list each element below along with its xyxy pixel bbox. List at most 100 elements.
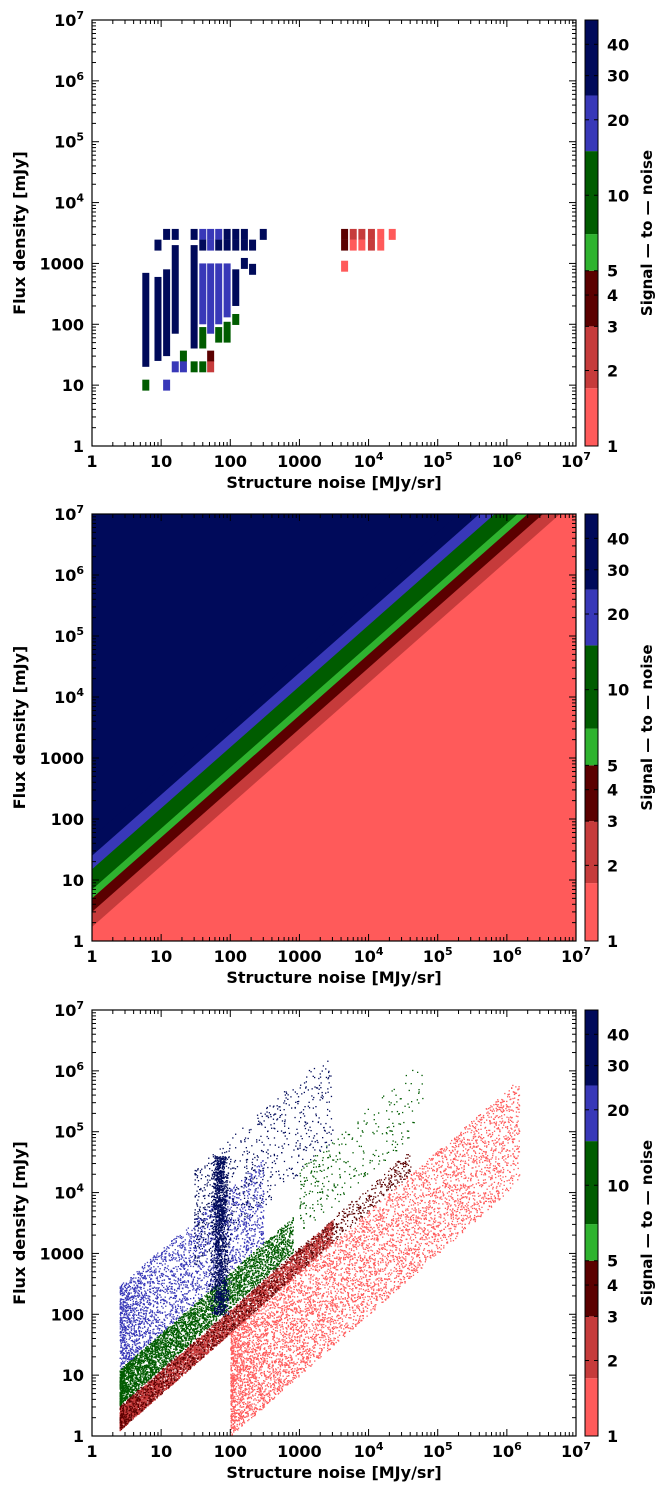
- data-point: [208, 1336, 210, 1338]
- data-point: [277, 1289, 279, 1291]
- data-point: [203, 1343, 206, 1345]
- colorbar-band: [585, 728, 598, 766]
- data-point: [196, 1347, 198, 1349]
- data-point: [231, 1321, 233, 1323]
- y-tick-label: 105: [54, 131, 84, 152]
- data-point: [199, 1354, 201, 1356]
- data-point: [267, 1294, 269, 1296]
- data-point: [282, 1278, 284, 1280]
- colorbar-tick-label: 1: [607, 932, 618, 951]
- data-point: [171, 1381, 173, 1383]
- data-point: [263, 1297, 265, 1300]
- data-point: [330, 1238, 332, 1240]
- data-point: [272, 1283, 275, 1285]
- data-point: [310, 1248, 312, 1250]
- data-point: [315, 1248, 317, 1250]
- data-point: [300, 1265, 302, 1268]
- data-point: [144, 1385, 146, 1387]
- data-point: [200, 1351, 202, 1353]
- colorbar-band: [585, 270, 598, 327]
- data-point: [180, 1359, 182, 1362]
- data-point: [169, 1383, 172, 1385]
- data-point: [296, 1271, 298, 1273]
- data-point: [297, 1255, 299, 1257]
- data-point: [211, 1337, 213, 1339]
- data-point: [210, 1336, 212, 1338]
- data-point: [273, 1292, 275, 1295]
- data-point: [237, 1316, 239, 1319]
- data-point: [280, 1284, 282, 1286]
- data-point: [291, 1277, 294, 1279]
- data-point: [236, 1319, 238, 1321]
- data-point: [250, 1295, 252, 1297]
- data-point: [226, 1319, 229, 1321]
- chart-panel-bottom: 1 10 100 1000 104 105 106 107110100100010410510…: [10, 999, 656, 1482]
- data-point: [162, 1385, 164, 1387]
- data-point: [229, 1323, 231, 1325]
- colorbar-band: [585, 20, 598, 96]
- data-point: [267, 1297, 269, 1299]
- data-point: [278, 1270, 280, 1272]
- data-point: [150, 1392, 152, 1394]
- data-point: [214, 1336, 216, 1338]
- data-point: [147, 1395, 149, 1397]
- data-point: [286, 1262, 288, 1264]
- data-point: [312, 1258, 314, 1260]
- data-point: [142, 1387, 144, 1390]
- data-point: [244, 1302, 247, 1304]
- data-point: [252, 1302, 254, 1304]
- data-point: [190, 1364, 192, 1366]
- data-point: [293, 1263, 296, 1266]
- data-point: [245, 1304, 248, 1307]
- data-point: [181, 1370, 183, 1372]
- data-point: [313, 1244, 316, 1246]
- data-point: [211, 1326, 213, 1328]
- data-point: [146, 1392, 149, 1395]
- data-point: [329, 1223, 331, 1226]
- data-cell: [259, 228, 267, 240]
- data-point: [307, 1248, 309, 1250]
- data-point: [126, 1415, 129, 1417]
- data-point: [308, 1254, 310, 1256]
- data-point: [327, 1227, 329, 1229]
- data-point: [169, 1379, 171, 1381]
- data-point: [270, 1283, 273, 1285]
- data-point: [286, 1263, 288, 1265]
- data-point: [276, 1291, 278, 1294]
- data-point: [223, 1330, 225, 1332]
- data-point: [307, 1257, 310, 1260]
- data-point: [246, 1298, 248, 1300]
- data-point: [258, 1286, 260, 1288]
- data-point: [238, 1315, 240, 1317]
- data-point: [156, 1381, 158, 1383]
- data-point: [149, 1385, 151, 1387]
- data-point: [289, 1273, 292, 1275]
- data-point: [236, 1318, 238, 1320]
- data-point: [296, 1267, 298, 1269]
- data-point: [300, 1251, 302, 1253]
- data-point: [279, 1272, 281, 1274]
- data-point: [265, 1281, 267, 1284]
- data-point: [317, 1238, 319, 1240]
- data-point: [127, 1416, 129, 1419]
- data-point: [262, 1298, 264, 1301]
- snr-band-7: [92, 514, 459, 838]
- data-point: [165, 1388, 167, 1390]
- data-point: [212, 1334, 214, 1336]
- data-point: [250, 1313, 252, 1315]
- data-point: [257, 1291, 259, 1293]
- data-point: [291, 1272, 293, 1275]
- data-point: [328, 1225, 330, 1227]
- data-point: [220, 1337, 222, 1339]
- data-cell: [367, 228, 375, 240]
- data-point: [130, 1402, 132, 1404]
- data-point: [302, 1260, 304, 1262]
- data-point: [313, 1236, 315, 1239]
- data-point: [172, 1378, 174, 1380]
- data-point: [329, 1241, 331, 1243]
- data-cell: [207, 361, 215, 373]
- data-point: [215, 1341, 217, 1343]
- data-point: [286, 1266, 288, 1268]
- data-cell: [163, 269, 171, 357]
- data-point: [265, 1280, 267, 1282]
